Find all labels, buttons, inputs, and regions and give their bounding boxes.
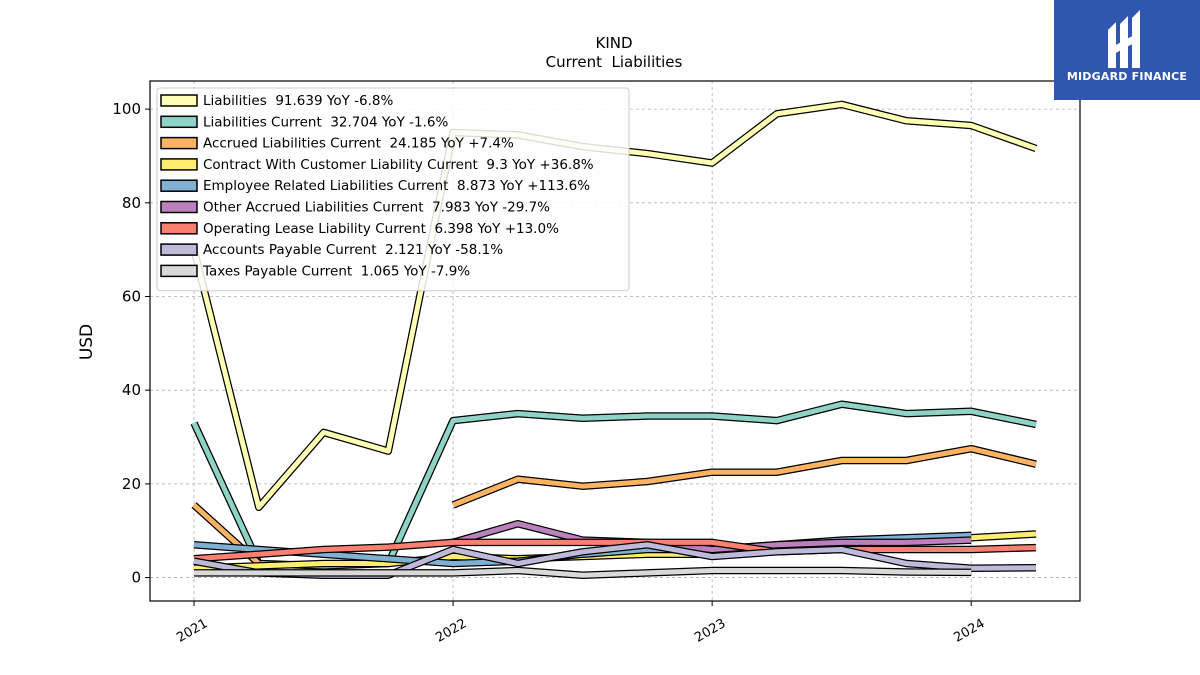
x-tick-label: 2023	[692, 616, 728, 646]
x-tick-label: 2024	[951, 616, 987, 646]
y-tick-label: 40	[122, 381, 141, 399]
legend-label: Operating Lease Liability Current 6.398 …	[203, 221, 559, 237]
y-tick-label: 20	[122, 475, 141, 493]
legend-swatch	[160, 94, 198, 107]
legend-label: Accrued Liabilities Current 24.185 YoY +…	[203, 136, 514, 152]
series-line-outline	[451, 444, 1037, 509]
legend-swatch	[160, 222, 198, 235]
series-line	[452, 446, 1037, 508]
brand-logo: MIDGARD FINANCE	[1054, 0, 1200, 100]
legend-label: Liabilities 91.639 YoY -6.8%	[203, 93, 393, 109]
legend-label: Liabilities Current 32.704 YoY -1.6%	[203, 114, 448, 130]
series-line	[194, 568, 972, 578]
x-tick-label: 2022	[433, 616, 469, 646]
legend-label: Other Accrued Liabilities Current 7.983 …	[203, 200, 550, 216]
series-line	[452, 521, 972, 552]
x-tick-label: 2021	[174, 616, 210, 646]
plot-frame	[149, 80, 1081, 602]
legend-swatch	[160, 200, 198, 214]
y-axis-label: USD	[77, 324, 97, 360]
legend-label: Taxes Payable Current 1.065 YoY -7.9%	[202, 263, 470, 279]
chart-title: KIND	[595, 34, 632, 52]
legend-swatch	[160, 136, 198, 150]
legend-label: Accounts Payable Current 2.121 YoY -58.1…	[203, 242, 503, 258]
y-tick-label: 60	[122, 287, 141, 305]
midgard-logo-icon	[1108, 10, 1140, 68]
series-layer	[190, 100, 1038, 579]
series-line	[193, 539, 1037, 562]
y-tick-label: 100	[112, 100, 141, 118]
chart-subtitle: Current Liabilities	[546, 53, 683, 71]
y-tick-label: 0	[131, 569, 141, 587]
brand-name: MIDGARD FINANCE	[1066, 70, 1188, 83]
y-tick-label: 80	[122, 194, 141, 212]
legend-label: Contract With Customer Liability Current…	[203, 157, 594, 173]
legend-swatch	[160, 179, 198, 192]
legend-label: Employee Related Liabilities Current 8.8…	[203, 178, 590, 194]
legend-swatch	[160, 243, 198, 256]
legend-box	[156, 87, 630, 292]
legend-swatch	[160, 264, 198, 278]
legend-swatch	[160, 115, 198, 129]
legend: Liabilities 91.639 YoY -6.8% Liabilities …	[156, 87, 630, 292]
legend-swatch	[160, 158, 198, 171]
